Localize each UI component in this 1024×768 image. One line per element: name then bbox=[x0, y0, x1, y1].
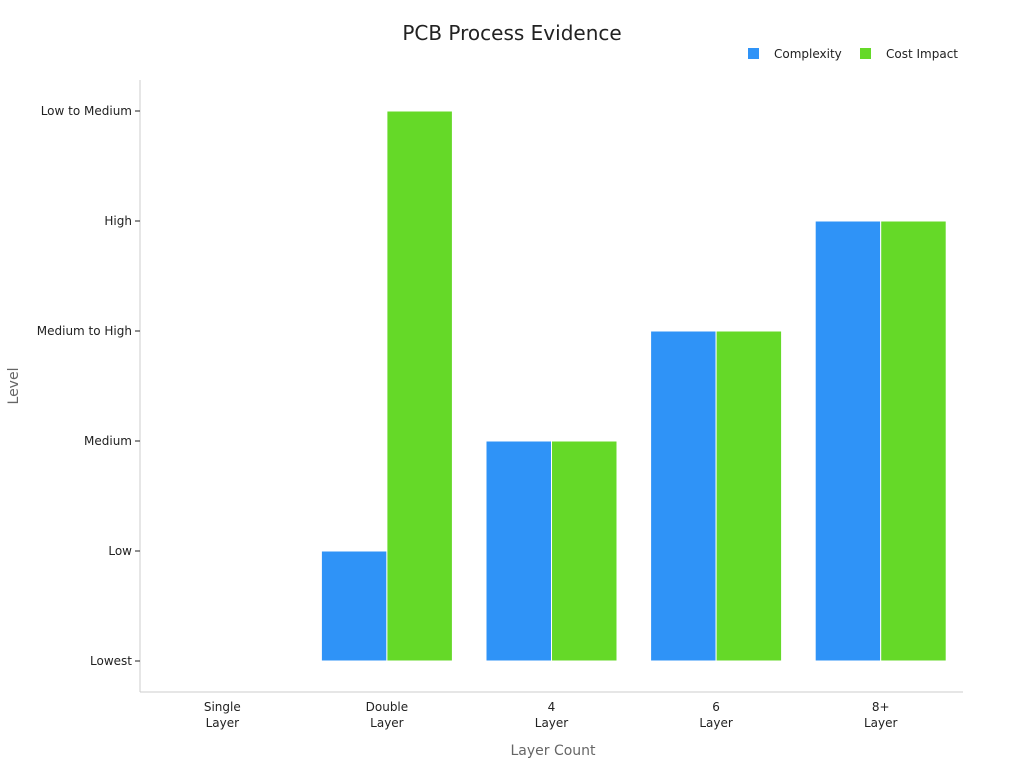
legend-label: Cost Impact bbox=[886, 47, 958, 61]
bars bbox=[320, 110, 947, 662]
y-tick-label: High bbox=[104, 214, 132, 228]
legend-swatch bbox=[860, 48, 871, 59]
x-tick-label: Single Layer bbox=[204, 700, 241, 730]
bar-cost-impact bbox=[551, 440, 618, 662]
y-axis-ticks: Lowest Low Medium Medium to High High Low to … bbox=[37, 104, 140, 668]
x-axis-ticks: Single Layer Double Layer 4 Layer 6 Layer 8+ Laye… bbox=[204, 700, 898, 730]
y-tick-label: Lowest bbox=[90, 654, 132, 668]
y-axis-title: Level bbox=[6, 368, 22, 405]
legend-label: Complexity bbox=[774, 47, 842, 61]
x-tick-label: 6 Layer bbox=[699, 700, 733, 730]
y-tick-label: Low to Medium bbox=[41, 104, 132, 118]
bar-complexity bbox=[320, 550, 388, 662]
bar-complexity bbox=[650, 330, 717, 662]
y-tick-label: Medium to High bbox=[37, 324, 132, 338]
x-tick-label: 8+ Layer bbox=[864, 700, 898, 730]
bar-complexity bbox=[485, 440, 552, 662]
x-tick-label: 4 Layer bbox=[535, 700, 569, 730]
y-tick-label: Medium bbox=[84, 434, 132, 448]
x-tick-label: Double Layer bbox=[366, 700, 409, 730]
bar-cost-impact bbox=[880, 220, 947, 662]
legend-swatch bbox=[748, 48, 759, 59]
legend: Complexity Cost Impact bbox=[748, 47, 958, 61]
chart-title: PCB Process Evidence bbox=[402, 21, 621, 45]
bar-cost-impact bbox=[715, 330, 783, 662]
y-tick-label: Low bbox=[108, 544, 132, 558]
x-axis-title: Layer Count bbox=[510, 743, 596, 759]
bar-complexity bbox=[814, 220, 882, 662]
bar-cost-impact bbox=[386, 110, 453, 662]
